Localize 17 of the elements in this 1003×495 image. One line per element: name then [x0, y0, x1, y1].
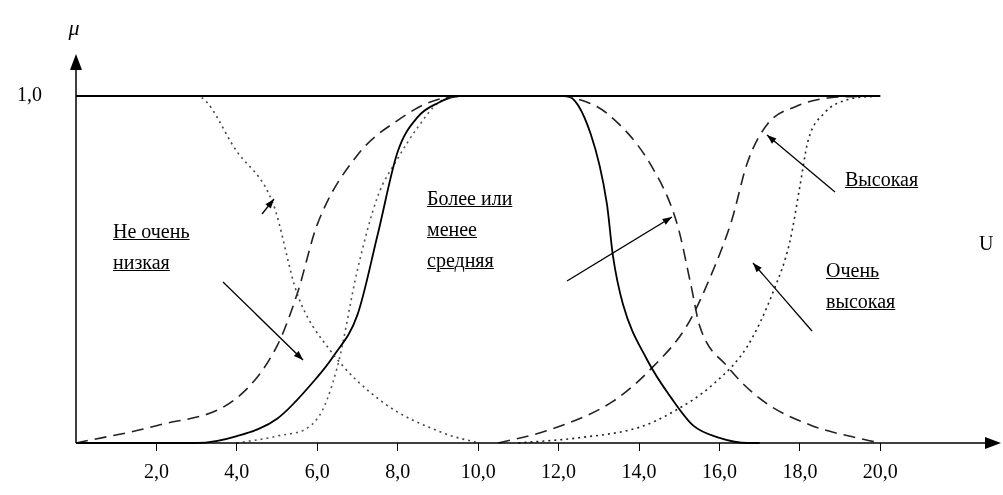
- x-tick-label: 16,0: [701, 460, 737, 483]
- x-tick-label: 20,0: [862, 460, 898, 483]
- annotation: Более или менее средняя: [427, 186, 514, 274]
- y-axis-title: μ: [67, 14, 80, 40]
- annotation: 1,0: [17, 83, 42, 106]
- x-tick-label: 2,0: [143, 460, 169, 483]
- x-tick-label: 14,0: [621, 460, 657, 483]
- annotation: Высокая: [845, 167, 920, 192]
- x-tick-label: 6,0: [304, 460, 330, 483]
- x-tick-label: 4,0: [224, 460, 250, 483]
- x-tick-label: 12,0: [541, 460, 577, 483]
- x-tick-label: 8,0: [385, 460, 411, 483]
- x-tick-label: 18,0: [782, 460, 818, 483]
- annotation: Не очень низкая: [113, 219, 191, 275]
- x-axis-title: U: [979, 232, 994, 255]
- annotation: Очень высокая: [826, 258, 897, 314]
- x-tick-label: 10,0: [460, 460, 496, 483]
